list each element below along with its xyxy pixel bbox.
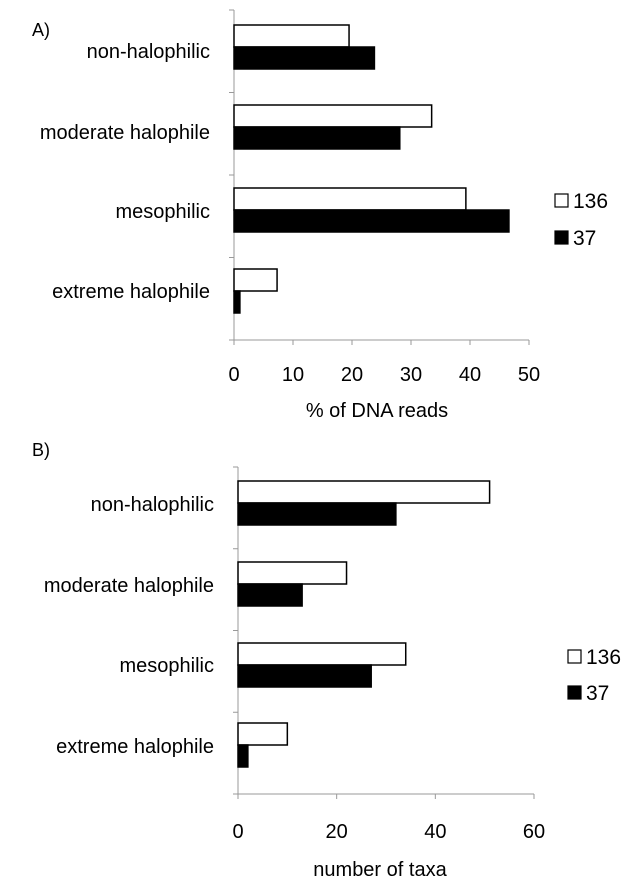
x-tick-label: 60 (523, 821, 545, 843)
x-tick-label: 0 (232, 821, 243, 843)
legend-label-37: 37 (573, 227, 596, 250)
panel-b-tick-labels: 0 20 40 60 (232, 821, 545, 843)
legend-swatch-136 (567, 649, 582, 664)
panel-b: B) non-halophilic moderate halophile mes… (32, 440, 621, 881)
category-label: extreme halophile (52, 281, 210, 303)
panel-b-bars (237, 480, 491, 768)
x-tick-label: 40 (424, 821, 446, 843)
bar-136-mesophilic (233, 187, 467, 211)
x-tick-label: 50 (518, 364, 540, 386)
panel-a-legend: 136 37 (554, 190, 608, 250)
bar-37-extreme-halophile (237, 744, 249, 768)
panel-a-tick-labels: 0 10 20 30 40 50 (228, 364, 540, 386)
legend-label-37: 37 (586, 682, 609, 705)
panel-a-x-axis-label: % of DNA reads (306, 400, 448, 422)
category-label: mesophilic (116, 201, 210, 223)
bar-136-non-halophilic (233, 24, 350, 48)
bar-136-non-halophilic (237, 480, 491, 504)
category-label: moderate halophile (44, 575, 214, 597)
panel-a: A) non-halophilic moderate halophile mes… (32, 9, 608, 422)
category-label: non-halophilic (91, 494, 214, 516)
bar-37-mesophilic (233, 209, 510, 233)
bar-37-non-halophilic (233, 46, 376, 70)
category-label: non-halophilic (87, 41, 210, 63)
category-label: mesophilic (120, 655, 214, 677)
legend-swatch-136 (554, 193, 569, 208)
bar-136-moderate-halophile (237, 561, 348, 585)
x-tick-label: 20 (341, 364, 363, 386)
x-tick-label: 0 (228, 364, 239, 386)
x-tick-label: 40 (459, 364, 481, 386)
bar-37-extreme-halophile (233, 290, 241, 314)
bar-37-moderate-halophile (237, 583, 303, 607)
category-label: moderate halophile (40, 122, 210, 144)
category-label: extreme halophile (56, 736, 214, 758)
legend-swatch-37 (554, 230, 569, 245)
bar-136-extreme-halophile (237, 722, 289, 746)
panel-a-category-labels: non-halophilic moderate halophile mesoph… (40, 41, 210, 303)
legend-swatch-37 (567, 685, 582, 700)
bar-136-extreme-halophile (233, 268, 278, 292)
legend-label-136: 136 (573, 190, 608, 213)
bar-136-moderate-halophile (233, 104, 433, 128)
bar-37-non-halophilic (237, 502, 397, 526)
bar-136-mesophilic (237, 642, 407, 666)
x-tick-label: 20 (326, 821, 348, 843)
panel-b-x-axis-label: number of taxa (313, 859, 447, 881)
bar-37-moderate-halophile (233, 126, 401, 150)
bar-37-mesophilic (237, 664, 372, 688)
panel-a-bars (233, 24, 510, 314)
x-tick-label: 10 (282, 364, 304, 386)
panel-b-legend: 136 37 (567, 646, 621, 705)
panel-a-label: A) (32, 20, 50, 40)
legend-label-136: 136 (586, 646, 621, 669)
panel-b-label: B) (32, 440, 50, 460)
x-tick-label: 30 (400, 364, 422, 386)
panel-b-category-labels: non-halophilic moderate halophile mesoph… (44, 494, 214, 758)
